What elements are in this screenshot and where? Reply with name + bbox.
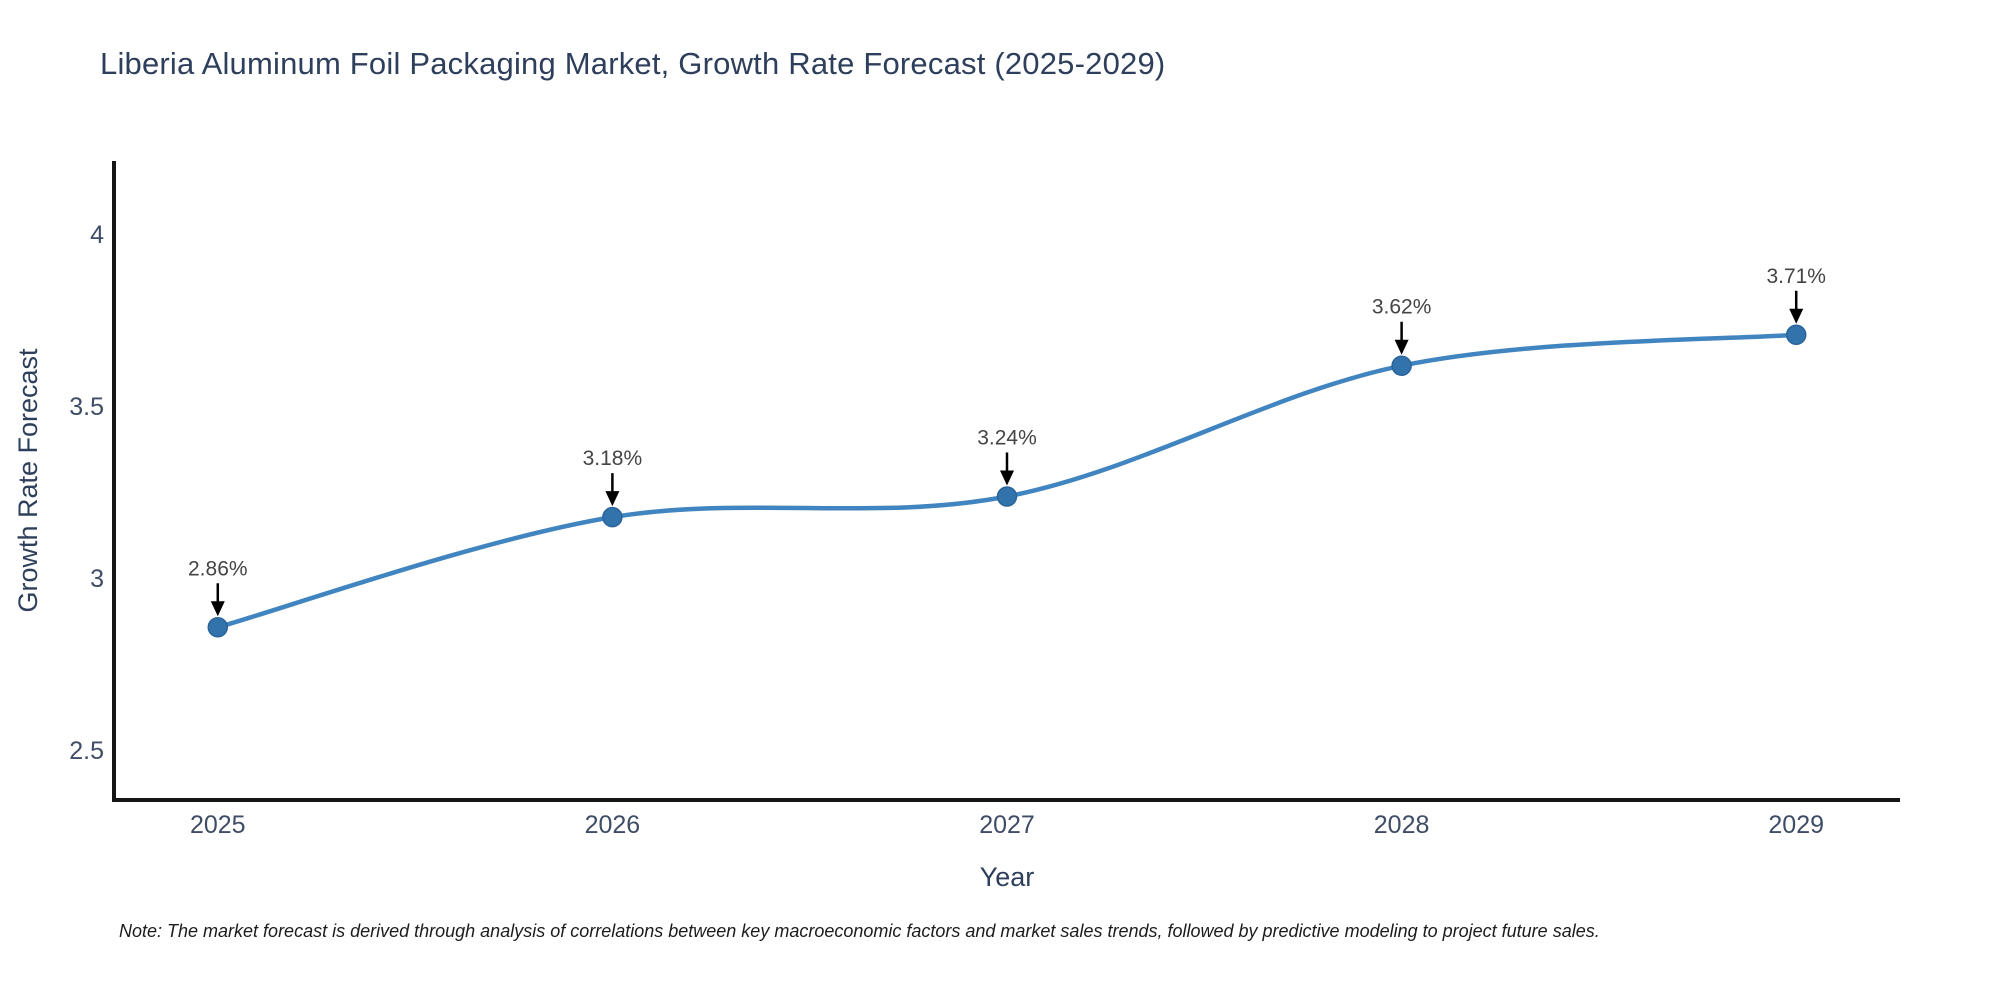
x-tick-label: 2026 (585, 811, 641, 839)
annotation-arrow-head (1000, 470, 1014, 486)
annotation-arrow-head (210, 601, 225, 617)
axis-line (112, 161, 1900, 802)
x-axis-title: Year (980, 862, 1035, 892)
y-tick-label: 3 (90, 565, 104, 593)
point-annotation: 2.86% (188, 557, 248, 580)
point-annotation: 3.18% (583, 447, 643, 470)
y-axis-title: Growth Rate Forecast (13, 348, 43, 613)
point-annotation: 3.62% (1372, 296, 1432, 319)
chart-title: Liberia Aluminum Foil Packaging Market, … (100, 46, 1166, 81)
y-tick-label: 3.5 (69, 393, 104, 421)
annotation-arrow-head (1394, 339, 1409, 355)
x-tick-label: 2028 (1374, 811, 1430, 839)
x-tick-label: 2025 (190, 811, 246, 839)
y-tick-label: 2.5 (69, 737, 104, 765)
annotation-arrow-head (1789, 308, 1804, 324)
y-tick-label: 4 (90, 221, 104, 249)
point-annotation: 3.24% (977, 427, 1037, 450)
point-annotation: 3.71% (1766, 265, 1826, 288)
annotation-arrow-head (605, 491, 620, 507)
data-point[interactable] (1391, 355, 1412, 376)
footnote: Note: The market forecast is derived thr… (119, 921, 1600, 941)
data-point[interactable] (1785, 324, 1807, 346)
x-tick-label: 2027 (979, 811, 1035, 839)
x-tick-label: 2029 (1768, 811, 1824, 839)
data-point[interactable] (207, 617, 229, 638)
data-point[interactable] (996, 486, 1018, 507)
data-point[interactable] (602, 506, 623, 528)
